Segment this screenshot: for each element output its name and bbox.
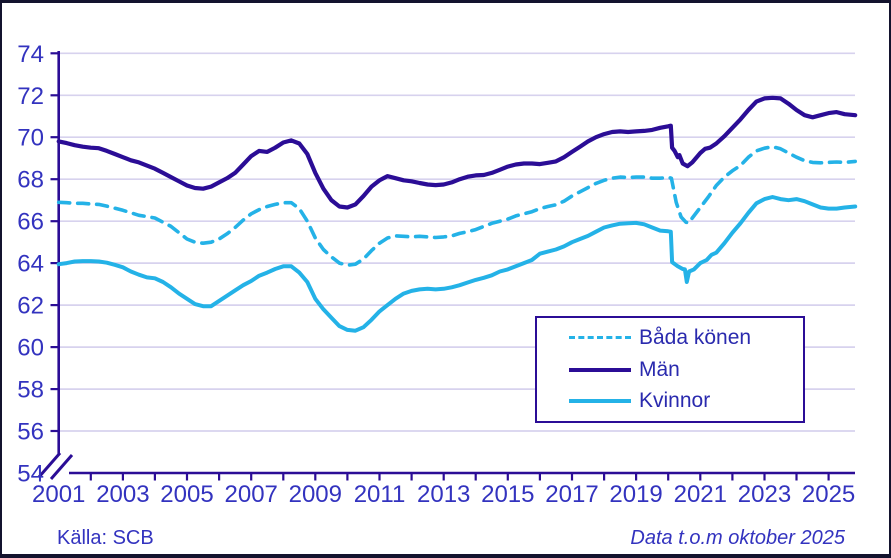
- x-axis-label: 2007: [225, 481, 278, 508]
- x-axis-label: 2017: [545, 481, 598, 508]
- legend-item-bada-konen: Båda könen: [569, 326, 803, 350]
- y-axis-label: 74: [17, 41, 44, 68]
- source-label: Källa: SCB: [57, 527, 154, 549]
- series-line-b-da-k-nen: [56, 144, 857, 267]
- series-line-m-n: [56, 95, 858, 210]
- y-axis-label: 60: [17, 335, 44, 362]
- line-chart: 54 56 58 60 62 64 66 68 70 72 74 2001 2003 2005 2007 20…: [17, 41, 858, 508]
- y-axis-label: 68: [17, 167, 44, 194]
- man-solid-line-swatch: [569, 367, 631, 372]
- axis-break-mark: [37, 452, 62, 478]
- x-axis-label: 2023: [738, 481, 791, 508]
- x-axis-label: 2005: [160, 481, 213, 508]
- axis-break-mark: [49, 454, 74, 480]
- x-axis-label: 2015: [481, 481, 534, 508]
- y-axis-label: 58: [17, 377, 44, 404]
- x-axis-label: 2019: [609, 481, 662, 508]
- x-axis-label: 2009: [289, 481, 342, 508]
- x-axis-label: 2025: [802, 481, 855, 508]
- x-axis-label: 2003: [96, 481, 149, 508]
- bada-konen-dashed-line-swatch: [569, 336, 631, 340]
- series-line-kvinnor: [56, 195, 858, 333]
- y-axis-label: 64: [17, 251, 44, 278]
- y-axis-label: 54: [17, 461, 44, 488]
- kvinnor-solid-line-swatch: [569, 399, 631, 404]
- legend-label-kvinnor: Kvinnor: [639, 389, 711, 413]
- data-note: Data t.o.m oktober 2025: [630, 527, 845, 549]
- y-axis-label: 70: [17, 125, 44, 152]
- x-axis-label: 2021: [674, 481, 727, 508]
- x-axis-label: 2011: [354, 481, 406, 508]
- x-axis-label: 2013: [417, 481, 470, 508]
- y-axis-label: 62: [17, 293, 44, 320]
- legend-item-man: Män: [569, 358, 803, 382]
- y-axis-label: 56: [17, 419, 44, 446]
- y-axis-label: 66: [17, 209, 44, 236]
- legend-item-kvinnor: Kvinnor: [569, 389, 803, 413]
- y-axis-label: 72: [17, 83, 44, 110]
- legend-label-bada-konen: Båda könen: [639, 325, 752, 349]
- legend: Båda könen Män Kvinnor: [535, 316, 805, 423]
- legend-label-man: Män: [639, 357, 680, 381]
- x-axis-label: 2001: [32, 481, 85, 508]
